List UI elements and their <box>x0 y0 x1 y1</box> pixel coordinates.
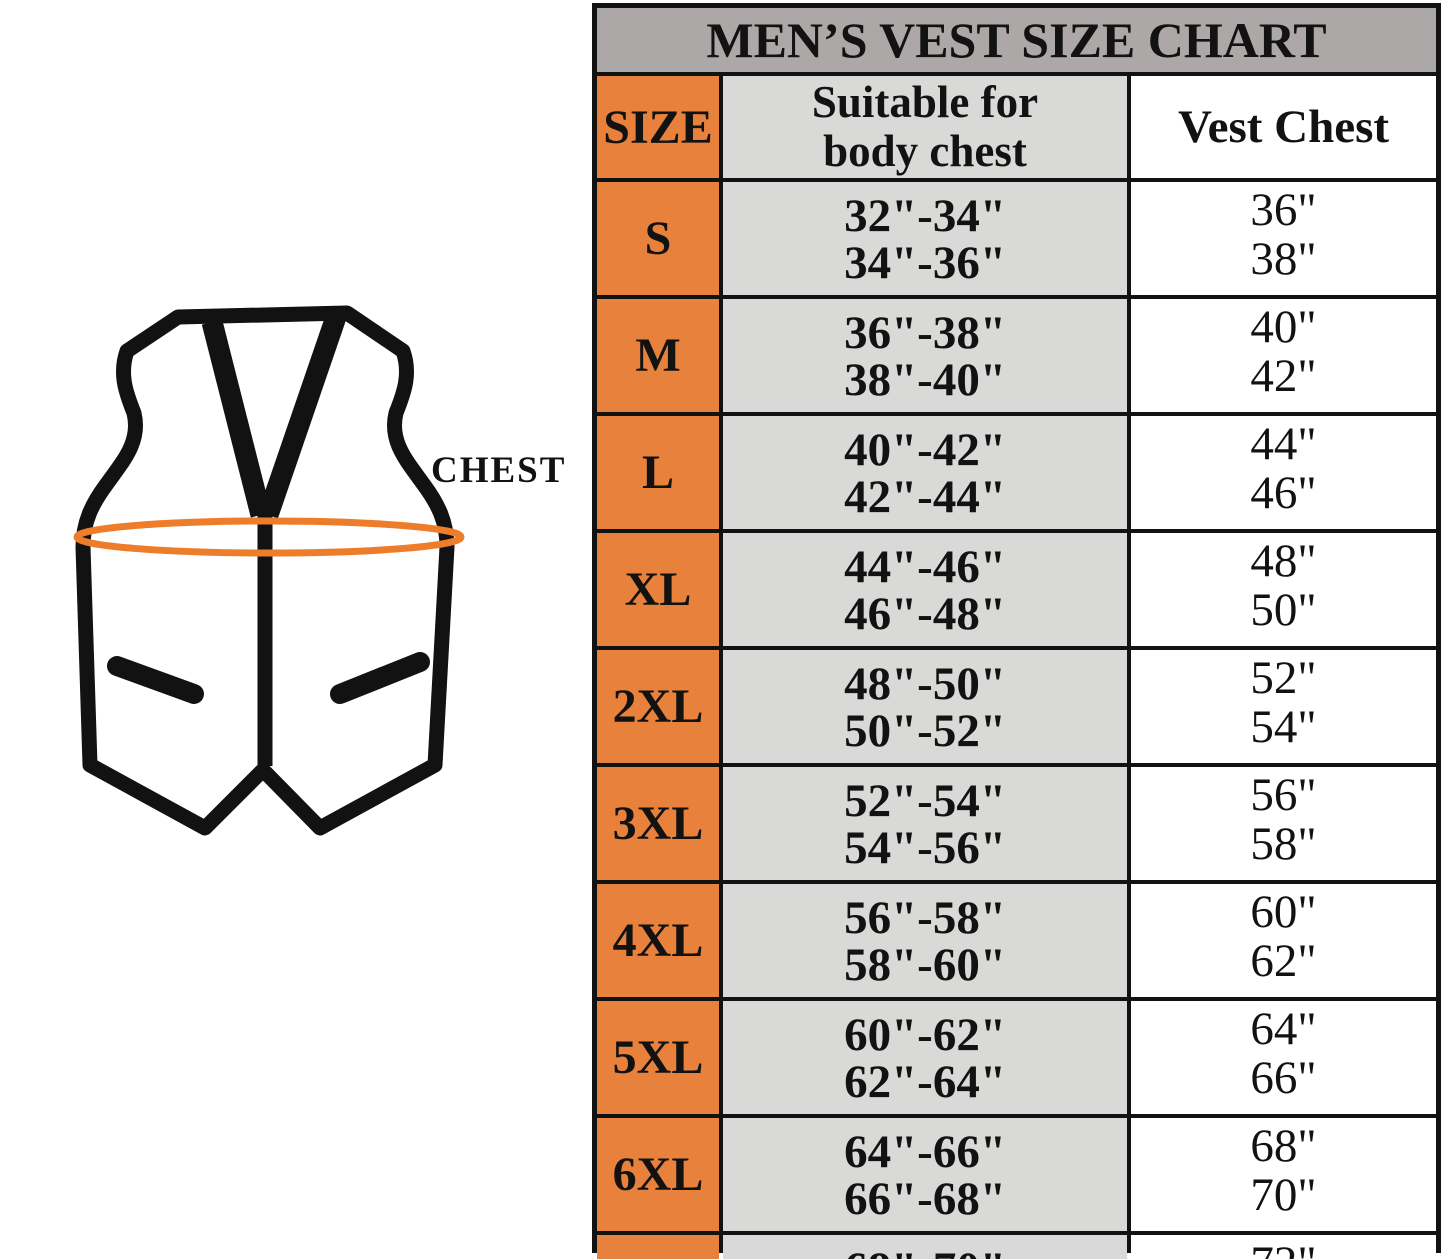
vest-chest-value: 46" <box>1250 467 1317 519</box>
vest-chest-cell: 48" 50" <box>1131 533 1436 646</box>
size-cell: 6XL <box>597 1118 719 1231</box>
column-header-body-line2: body chest <box>823 126 1027 176</box>
body-chest-range: 60"-62" <box>844 1009 1006 1061</box>
vest-diagram <box>73 305 465 836</box>
body-chest-cell: 68"-70" 70"-72" <box>723 1235 1127 1259</box>
body-chest-range: 68"-70" <box>844 1246 1006 1259</box>
vest-chest-value: 44" <box>1250 418 1317 470</box>
body-chest-range: 62"-64" <box>844 1056 1006 1108</box>
body-chest-range: 56"-58" <box>844 892 1006 944</box>
body-chest-range: 58"-60" <box>844 939 1006 991</box>
body-chest-range: 42"-44" <box>844 471 1006 523</box>
vest-chest-cell: 72" 74" <box>1131 1235 1436 1259</box>
body-chest-cell: 32"-34" 34"-36" <box>723 182 1127 295</box>
size-cell: 5XL <box>597 1001 719 1114</box>
vest-chest-cell: 40" 42" <box>1131 299 1436 412</box>
size-cell: L <box>597 416 719 529</box>
vest-chest-cell: 44" 46" <box>1131 416 1436 529</box>
vest-chest-value: 36" <box>1250 184 1317 236</box>
body-chest-range: 48"-50" <box>844 658 1006 710</box>
size-cell: XL <box>597 533 719 646</box>
vest-chest-value: 60" <box>1250 886 1317 938</box>
body-chest-range: 32"-34" <box>844 190 1006 242</box>
size-cell: 4XL <box>597 884 719 997</box>
vest-chest-value: 56" <box>1250 769 1317 821</box>
vest-chest-value: 62" <box>1250 935 1317 987</box>
vest-chest-cell: 56" 58" <box>1131 767 1436 880</box>
vest-pocket-right-icon <box>330 652 430 704</box>
vest-chest-value: 66" <box>1250 1052 1317 1104</box>
vest-chest-value: 48" <box>1250 535 1317 587</box>
size-cell: S <box>597 182 719 295</box>
column-header-vest-chest: Vest Chest <box>1131 76 1436 178</box>
body-chest-cell: 40"-42" 42"-44" <box>723 416 1127 529</box>
column-header-size: SIZE <box>597 76 719 178</box>
column-header-body-line1: Suitable for <box>811 77 1039 128</box>
body-chest-cell: 44"-46" 46"-48" <box>723 533 1127 646</box>
vest-chest-cell: 64" 66" <box>1131 1001 1436 1114</box>
vest-pocket-left-icon <box>107 656 204 704</box>
size-cell: 3XL <box>597 767 719 880</box>
body-chest-range: 52"-54" <box>844 775 1006 827</box>
body-chest-range: 40"-42" <box>844 424 1006 476</box>
vest-chest-value: 52" <box>1250 652 1317 704</box>
column-header-body-chest: Suitable for body chest <box>723 76 1127 178</box>
body-chest-cell: 36"-38" 38"-40" <box>723 299 1127 412</box>
size-chart-table: MEN’S VEST SIZE CHART SIZE Suitable for … <box>592 3 1441 1259</box>
vest-lapel-left-icon <box>201 319 272 518</box>
body-chest-range: 54"-56" <box>844 822 1006 874</box>
body-chest-range: 44"-46" <box>844 541 1006 593</box>
vest-chest-value: 68" <box>1250 1120 1317 1172</box>
body-chest-range: 46"-48" <box>844 588 1006 640</box>
size-cell: M <box>597 299 719 412</box>
vest-chest-value: 38" <box>1250 233 1317 285</box>
table-title: MEN’S VEST SIZE CHART <box>597 8 1436 72</box>
vest-chest-cell: 60" 62" <box>1131 884 1436 997</box>
body-chest-cell: 52"-54" 54"-56" <box>723 767 1127 880</box>
vest-lapel-right-icon <box>258 313 346 519</box>
body-chest-cell: 48"-50" 50"-52" <box>723 650 1127 763</box>
body-chest-range: 34"-36" <box>844 237 1006 289</box>
chest-measurement-ellipse <box>73 517 465 557</box>
body-chest-cell: 64"-66" 66"-68" <box>723 1118 1127 1231</box>
vest-chest-value: 50" <box>1250 584 1317 636</box>
vest-chest-value: 54" <box>1250 701 1317 753</box>
vest-chest-cell: 68" 70" <box>1131 1118 1436 1231</box>
vest-chest-value: 70" <box>1250 1169 1317 1221</box>
body-chest-range: 66"-68" <box>844 1173 1006 1225</box>
body-chest-cell: 56"-58" 58"-60" <box>723 884 1127 997</box>
vest-chest-value: 58" <box>1250 818 1317 870</box>
vest-chest-cell: 36" 38" <box>1131 182 1436 295</box>
body-chest-range: 50"-52" <box>844 705 1006 757</box>
body-chest-range: 38"-40" <box>844 354 1006 406</box>
size-cell: 2XL <box>597 650 719 763</box>
size-cell: 7XL <box>597 1235 719 1259</box>
vest-chest-value: 72" <box>1250 1240 1316 1259</box>
body-chest-range: 64"-66" <box>844 1126 1006 1178</box>
vest-chest-value: 64" <box>1250 1003 1317 1055</box>
chest-label: CHEST <box>431 450 567 491</box>
vest-chest-value: 42" <box>1250 350 1317 402</box>
vest-chest-cell: 52" 54" <box>1131 650 1436 763</box>
body-chest-cell: 60"-62" 62"-64" <box>723 1001 1127 1114</box>
vest-chest-value: 40" <box>1250 301 1317 353</box>
body-chest-range: 36"-38" <box>844 307 1006 359</box>
